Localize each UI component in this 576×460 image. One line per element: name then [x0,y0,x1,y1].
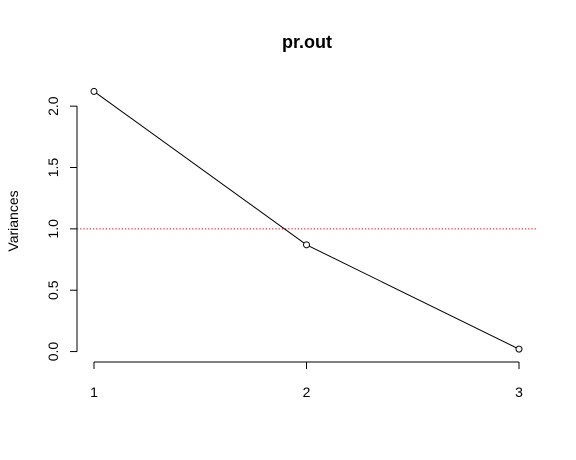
series-group [90,87,523,353]
y-tick-label: 0.5 [45,280,61,300]
x-tick-label: 2 [303,384,311,400]
y-tick-label: 1.0 [45,219,61,239]
y-tick-label: 0.0 [45,342,61,362]
chart-title: pr.out [282,32,332,52]
data-point [90,87,98,95]
y-axis-label: Variances [5,190,21,251]
x-axis: 1 2 3 [90,361,523,400]
y-tick-label: 1.5 [45,158,61,178]
y-tick-label: 2.0 [45,96,61,116]
x-tick-label: 1 [90,384,98,400]
series-line [93,91,520,350]
x-tick-label: 3 [515,384,523,400]
data-point [303,241,310,249]
y-axis: 0.0 0.5 1.0 1.5 2.0 [45,96,78,362]
data-point [515,345,523,353]
